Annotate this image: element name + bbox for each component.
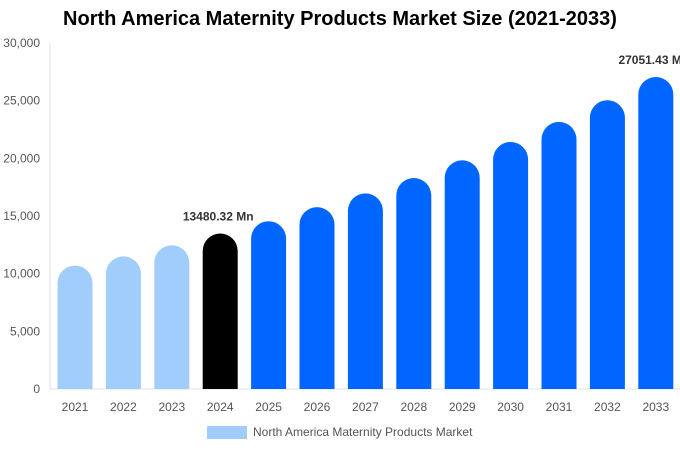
- x-tick-label: 2027: [352, 400, 379, 414]
- legend-label: North America Maternity Products Market: [253, 425, 473, 439]
- bar-2023: [154, 245, 190, 389]
- x-tick-label: 2025: [255, 400, 282, 414]
- x-tick-label: 2021: [62, 400, 89, 414]
- bar-2026: [299, 207, 335, 389]
- bar-2029: [444, 160, 480, 389]
- bar-2033: [638, 77, 674, 390]
- y-tick-label: 5,000: [10, 324, 40, 338]
- bar-2025: [251, 221, 287, 389]
- y-tick-label: 15,000: [3, 209, 40, 223]
- x-tick-label: 2030: [497, 400, 524, 414]
- bar-2021: [57, 265, 93, 389]
- bar-2031: [541, 121, 577, 389]
- x-tick-label: 2024: [207, 400, 234, 414]
- x-tick-label: 2029: [449, 400, 476, 414]
- legend: North America Maternity Products Market: [207, 425, 472, 439]
- bar-2032: [589, 100, 625, 390]
- x-tick-label: 2022: [110, 400, 137, 414]
- x-tick-label: 2026: [304, 400, 331, 414]
- x-tick-label: 2033: [642, 400, 669, 414]
- y-tick-label: 20,000: [3, 151, 40, 165]
- x-tick-label: 2028: [400, 400, 427, 414]
- y-tick-label: 0: [33, 382, 40, 396]
- data-label: 27051.43 Mn: [618, 53, 680, 67]
- chart-title: North America Maternity Products Market …: [63, 8, 617, 30]
- data-label: 13480.32 Mn: [183, 210, 254, 224]
- y-tick-label: 30,000: [3, 36, 40, 50]
- bar-chart: 0 5,000 10,000 15,000 20,000 25,000 30,000 2021…: [3, 36, 680, 414]
- x-tick-label: 2023: [158, 400, 185, 414]
- y-tick-label: 25,000: [3, 94, 40, 108]
- bar-2027: [347, 193, 383, 389]
- bar-2030: [493, 141, 529, 389]
- bar-2022: [105, 256, 141, 389]
- x-tick-label: 2031: [546, 400, 573, 414]
- bar-2024: [202, 233, 238, 389]
- legend-swatch: [207, 425, 247, 439]
- bar-2028: [396, 178, 432, 389]
- y-tick-label: 10,000: [3, 267, 40, 281]
- x-tick-label: 2032: [594, 400, 621, 414]
